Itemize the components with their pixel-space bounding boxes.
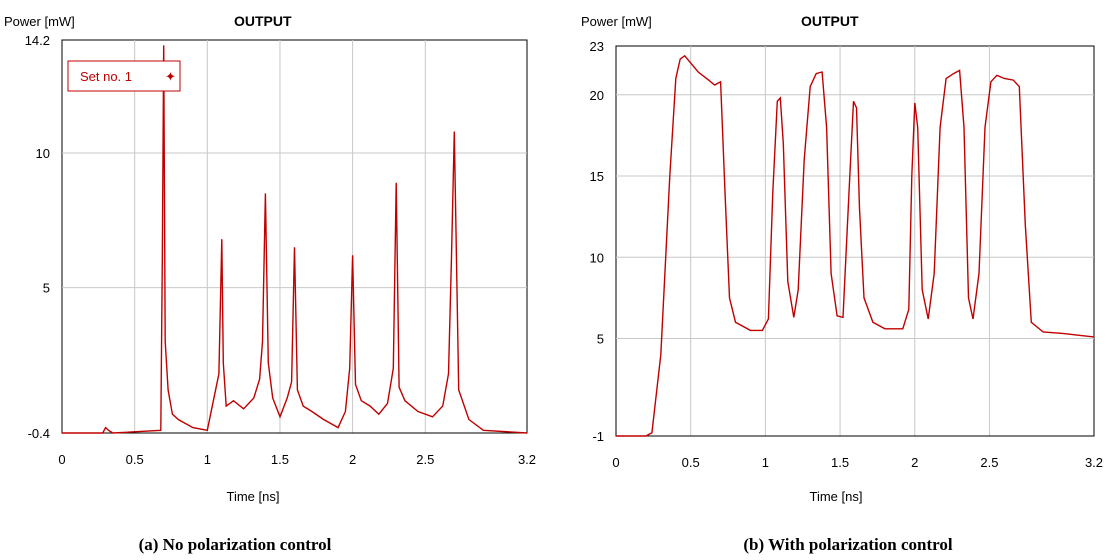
caption-b: (b) With polarization control <box>743 535 952 554</box>
y-tick-label: -1 <box>592 429 604 444</box>
grid-b <box>616 46 1094 437</box>
y-tick-label: 23 <box>590 39 604 54</box>
legend-box <box>67 60 181 92</box>
y-tick-label: 20 <box>590 88 604 103</box>
caption-a: (a) No polarization control <box>139 535 332 554</box>
panel-with-polarization-control: Power [mW] OUTPUT 0 0.5 1 1.5 2 2.5 3.2 23 20 15 1… <box>581 13 1103 554</box>
x-tick-label: 1.5 <box>831 455 849 470</box>
x-axis-label-b: Time [ns] <box>810 489 863 504</box>
x-tick-label: 0 <box>58 452 65 467</box>
y-tick-label: 15 <box>590 169 604 184</box>
x-tick-label: 1 <box>762 455 769 470</box>
y-tick-label: 5 <box>597 332 604 347</box>
x-tick-label: 3.2 <box>1085 455 1103 470</box>
chart-title-b: OUTPUT <box>801 13 859 29</box>
y-tick-label: 5 <box>43 281 50 296</box>
legend-label: Set no. 1 <box>80 69 132 84</box>
x-tick-label: 1 <box>204 452 211 467</box>
x-tick-label: 0.5 <box>682 455 700 470</box>
x-tick-label: 0 <box>612 455 619 470</box>
series-line-set-no-1 <box>62 45 528 434</box>
plot-frame-b <box>615 45 1095 437</box>
chart-title-a: OUTPUT <box>234 13 292 29</box>
plot-frame-a <box>61 39 528 434</box>
y-tick-label: 10 <box>36 146 50 161</box>
tick-labels-a: 0 0.5 1 1.5 2 2.5 3.2 14.2 10 5 -0.4 <box>25 33 536 467</box>
x-tick-label: 1.5 <box>271 452 289 467</box>
x-tick-label: 0.5 <box>126 452 144 467</box>
series-line-b <box>616 54 1095 437</box>
y-axis-label-b: Power [mW] <box>581 14 652 29</box>
legend-marker-icon: ✦ <box>165 69 176 84</box>
panel-no-polarization-control: Power [mW] OUTPUT 0 0.5 1 1.5 2 2.5 3.2 14.2 10 5… <box>4 13 536 554</box>
y-axis-label-a: Power [mW] <box>4 14 75 29</box>
tick-labels-b: 0 0.5 1 1.5 2 2.5 3.2 23 20 15 10 5 -1 <box>590 39 1104 470</box>
x-tick-label: 2 <box>911 455 918 470</box>
x-tick-label: 2.5 <box>416 452 434 467</box>
y-tick-label: 10 <box>590 250 604 265</box>
y-tick-label: 14.2 <box>25 33 50 48</box>
grid-a <box>62 40 527 434</box>
legend: Set no. 1 ✦ <box>67 60 181 92</box>
x-tick-label: 2 <box>349 452 356 467</box>
x-tick-label: 2.5 <box>980 455 998 470</box>
x-tick-label: 3.2 <box>518 452 536 467</box>
y-tick-label: -0.4 <box>28 426 50 441</box>
x-axis-label-a: Time [ns] <box>227 489 280 504</box>
